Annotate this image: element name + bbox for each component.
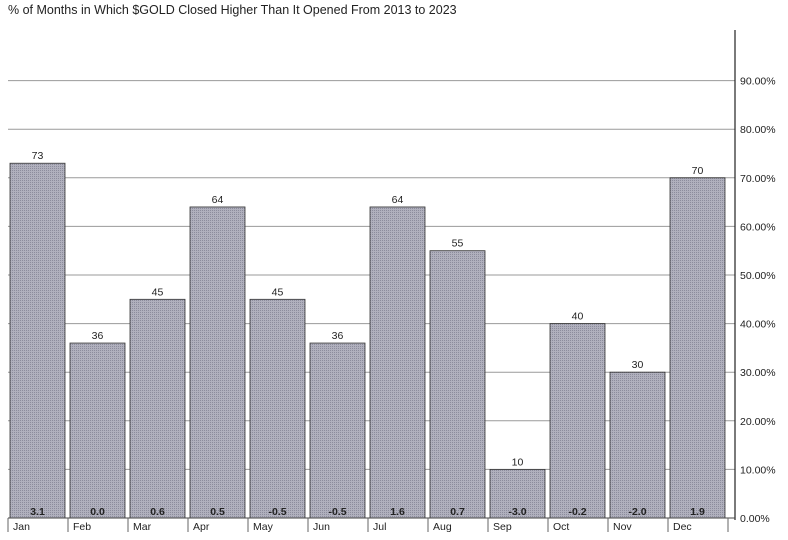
y-tick-label: 70.00% [740,173,776,185]
bar-value-label: 36 [332,330,344,342]
bar [369,206,426,519]
x-tick-label: Nov [613,521,632,533]
bar [429,250,486,519]
bar-value-label: 10 [512,456,524,468]
x-tick-label: Feb [73,521,91,533]
bar [309,342,366,519]
bar-bottom-label: -0.5 [268,506,286,518]
y-tick-label: 30.00% [740,367,776,379]
x-tick-label: Apr [193,521,210,533]
bar [249,298,306,519]
bar [669,177,726,519]
y-tick-label: 60.00% [740,221,776,233]
bar [609,371,666,519]
bar [129,298,186,519]
x-tick-label: Jul [373,521,386,533]
bar [69,342,126,519]
x-tick-label: Mar [133,521,152,533]
x-tick-label: May [253,521,274,533]
bar-value-label: 64 [212,194,224,206]
bar-value-label: 40 [572,311,584,323]
bar-value-label: 73 [32,150,44,162]
x-tick-label: Sep [493,521,512,533]
chart-title: % of Months in Which $GOLD Closed Higher… [8,3,457,17]
y-tick-label: 50.00% [740,270,776,282]
bar-value-label: 45 [272,286,284,298]
y-tick-label: 20.00% [740,416,776,428]
bar [189,206,246,519]
bar-bottom-label: 3.1 [30,506,45,518]
y-tick-label: 80.00% [740,124,776,136]
x-tick-label: Jan [13,521,30,533]
bar-value-label: 45 [152,286,164,298]
y-tick-label: 90.00% [740,76,776,88]
bar-bottom-label: 0.5 [210,506,225,518]
bar [489,468,546,519]
bar-bottom-label: -2.0 [628,506,646,518]
y-tick-label: 40.00% [740,319,776,331]
y-tick-label: 10.00% [740,464,776,476]
bar-value-label: 70 [692,165,704,177]
x-tick-label: Oct [553,521,569,533]
bar [9,162,66,519]
bar-value-label: 55 [452,238,464,250]
bar-bottom-label: -0.2 [568,506,586,518]
bar-value-label: 30 [632,359,644,371]
axes: 0.00% 10.00% 20.00% 30.00% 40.00% 50.00% 60.00… [7,30,776,533]
bar-bottom-label: 0.7 [450,506,465,518]
bar-value-label: 36 [92,330,104,342]
bar-bottom-label: 1.9 [690,506,705,518]
bar-bottom-label: 0.6 [150,506,165,518]
bar-bottom-label: 0.0 [90,506,105,518]
bar-bottom-label: -0.5 [328,506,346,518]
x-tick-label: Dec [673,521,692,533]
bar-value-label: 64 [392,194,404,206]
bars: 73 3.1 36 0.0 45 0.6 64 0.5 45 -0.5 36 -0.5 64 1.6 55 0… [9,150,726,519]
x-tick-label: Jun [313,521,330,533]
bar-bottom-label: 1.6 [390,506,405,518]
y-tick-label: 0.00% [740,513,770,525]
x-tick-label: Aug [433,521,452,533]
bar [549,323,606,519]
bar-bottom-label: -3.0 [508,506,526,518]
